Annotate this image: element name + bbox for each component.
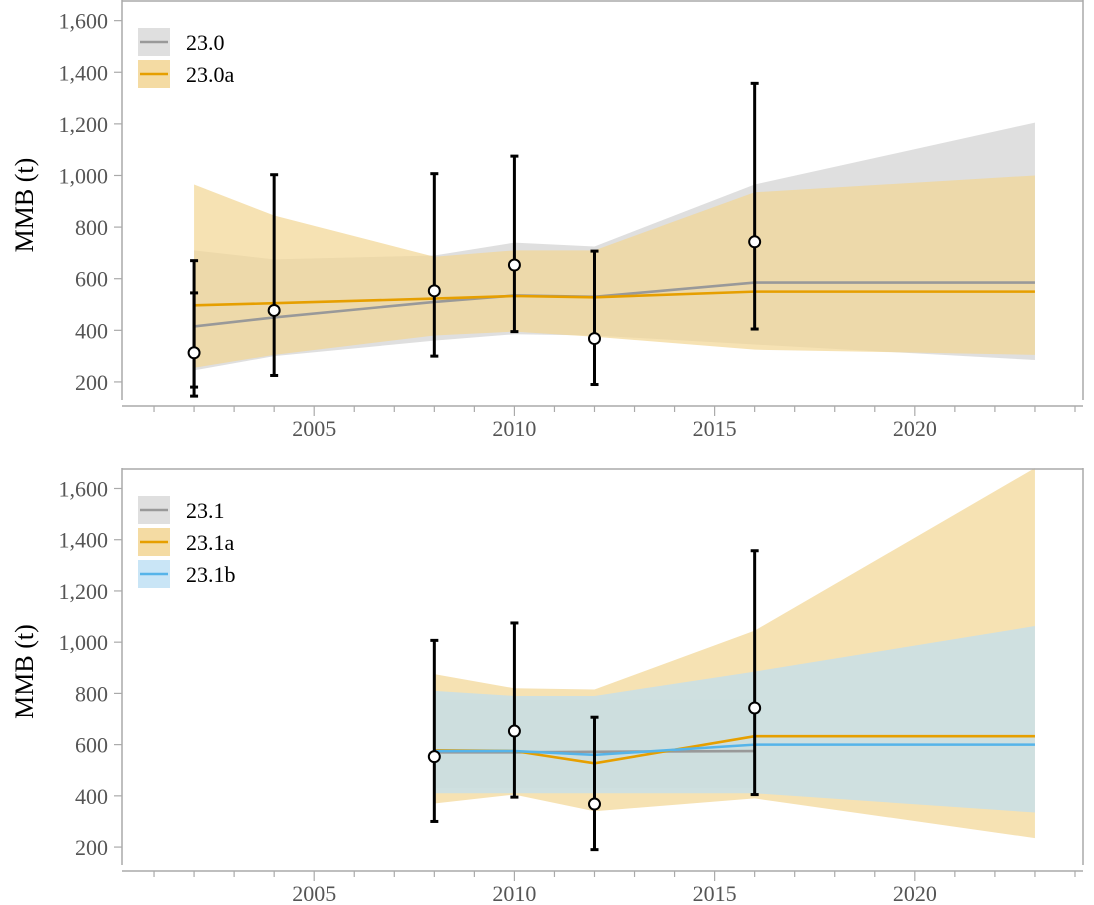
y-tick-label: 1,400 [59, 60, 109, 85]
error-bar-2002 [190, 259, 199, 398]
y-tick-label: 1,200 [59, 112, 109, 137]
x-tick-label: 2015 [693, 416, 737, 441]
y-axis-title: MMB (t) [10, 158, 39, 253]
error-bar-2010 [510, 621, 519, 799]
y-tick-label: 1,200 [59, 579, 109, 604]
y-tick-label: 200 [75, 835, 108, 860]
legend-label: 23.1a [186, 530, 235, 555]
legend-item-23.1a: 23.1a [138, 528, 235, 556]
plot-area [427, 468, 1035, 852]
y-tick-label: 600 [75, 267, 108, 292]
observation-point-2008 [427, 284, 441, 298]
plot-area [187, 81, 1035, 398]
x-tick-label: 2005 [292, 416, 336, 441]
legend-item-23.1b: 23.1b [138, 560, 236, 588]
y-tick-label: 600 [75, 733, 108, 758]
error-bar-2008 [430, 638, 439, 823]
y-tick-label: 1,600 [59, 476, 109, 501]
y-tick-label: 1,600 [59, 9, 109, 34]
x-tick-label: 2010 [492, 416, 536, 441]
error-bar-2004 [270, 173, 279, 377]
y-tick-label: 1,400 [59, 528, 109, 553]
x-tick-label: 2020 [893, 416, 937, 441]
legend-item-23.1: 23.1 [138, 496, 225, 524]
observation-point-2010 [507, 258, 521, 272]
y-axis-title: MMB (t) [10, 624, 39, 719]
y-tick-label: 800 [75, 215, 108, 240]
observation-point-2012 [587, 332, 601, 346]
error-bar-2012 [590, 249, 599, 387]
legend-item-23.0: 23.0 [138, 28, 225, 56]
chart-panel-1: 2005 2010 2015 2020 200 400 600 800 1,000 1,200 1,… [10, 0, 1084, 441]
y-tick-label: 1,000 [59, 163, 109, 188]
x-tick-label: 2010 [492, 881, 536, 905]
legend-label: 23.0 [186, 30, 225, 55]
observation-point-2002 [187, 346, 201, 360]
x-tick-label: 2005 [292, 881, 336, 905]
y-tick-label: 1,000 [59, 630, 109, 655]
observation-point-2016 [748, 235, 762, 249]
legend-label: 23.1b [186, 562, 236, 587]
y-tick-label: 400 [75, 784, 108, 809]
y-tick-label: 800 [75, 681, 108, 706]
error-bar-2010 [510, 154, 519, 334]
observation-point-2010 [507, 724, 521, 738]
y-tick-label: 400 [75, 318, 108, 343]
error-bar-2016 [750, 549, 759, 797]
error-bar-2016 [750, 81, 759, 331]
x-tick-label: 2015 [693, 881, 737, 905]
chart-panel-2: 2005 2010 2015 2020 200 400 600 800 1,000 1,200 1,… [10, 468, 1084, 905]
observation-point-2008 [427, 750, 441, 764]
legend-label: 23.1 [186, 498, 225, 523]
observation-point-2016 [748, 701, 762, 715]
legend-item-23.0a: 23.0a [138, 60, 235, 88]
confidence-band-23.0a [194, 175, 1035, 368]
y-tick-label: 200 [75, 370, 108, 395]
error-bar-2008 [430, 172, 439, 358]
legend-label: 23.0a [186, 62, 235, 87]
confidence-band-23.1b [434, 626, 1035, 813]
error-bar-2012 [590, 715, 599, 852]
x-tick-label: 2020 [893, 881, 937, 905]
observation-point-2012 [587, 797, 601, 811]
observation-point-2004 [267, 303, 281, 317]
